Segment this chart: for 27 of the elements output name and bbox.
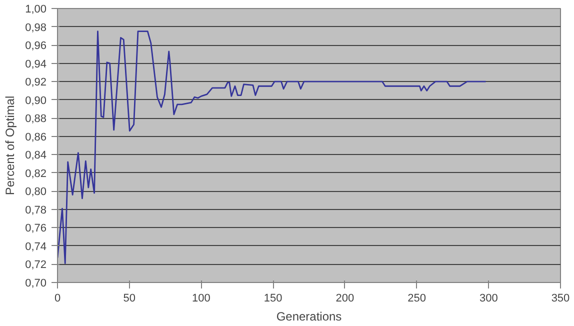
y-tick-label: 0,72	[25, 259, 47, 272]
y-tick-label: 0,88	[25, 113, 47, 126]
y-tick-label: 0,82	[25, 168, 47, 180]
x-tick-label: 150	[264, 292, 282, 304]
y-tick-label: 0,74	[25, 240, 47, 253]
x-tick-label: 0	[54, 292, 61, 304]
y-tick-label: 0,98	[25, 22, 47, 34]
x-tick-label: 50	[123, 292, 136, 304]
line-series	[58, 30, 486, 264]
x-tick-label: 350	[551, 292, 570, 304]
y-tick-label: 1,00	[25, 4, 47, 16]
y-tick-label: 0,90	[25, 94, 47, 107]
x-axis-title: Generations	[276, 310, 342, 324]
y-tick-label: 0,76	[25, 222, 47, 235]
x-tick-label: 100	[192, 292, 210, 304]
y-tick-label: 0,70	[25, 278, 47, 290]
y-axis-title: Percent of Optimal	[3, 96, 18, 196]
y-tick-label: 0,96	[25, 40, 47, 52]
x-tick-label: 250	[408, 292, 426, 304]
y-tick-label: 0,84	[25, 150, 47, 162]
x-tick-label: 200	[336, 292, 354, 304]
x-tick-label: 300	[479, 292, 498, 304]
y-tick-label: 0,86	[25, 131, 47, 144]
y-tick-label: 0,80	[25, 186, 47, 198]
y-tick-label: 0,78	[25, 204, 47, 216]
y-tick-label: 0,94	[25, 58, 47, 70]
y-tick-label: 0,92	[25, 76, 47, 89]
